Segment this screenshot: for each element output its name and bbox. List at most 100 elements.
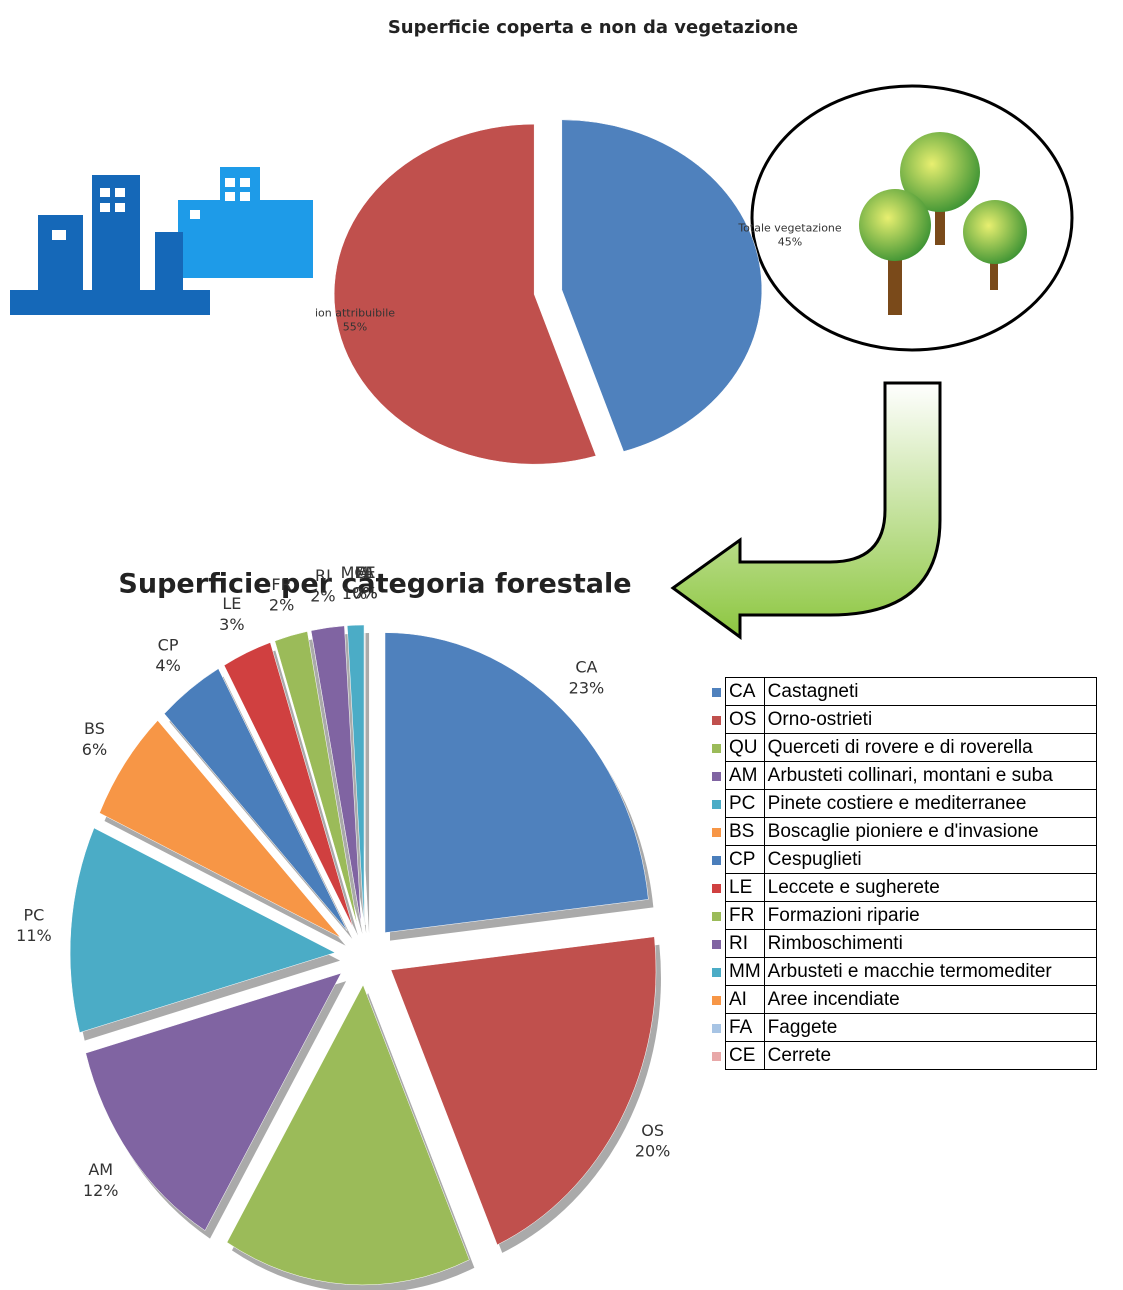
arrow	[673, 383, 940, 637]
legend-swatch	[712, 1024, 721, 1033]
legend-description: Formazioni riparie	[764, 902, 1096, 930]
legend-swatch-cell	[712, 1014, 726, 1042]
legend-swatch-cell	[712, 846, 726, 874]
slice-label: CE	[354, 563, 375, 582]
legend-code: CA	[726, 678, 765, 706]
slice-label: OS	[641, 1121, 664, 1140]
legend-swatch-cell	[712, 1042, 726, 1070]
legend-swatch-cell	[712, 902, 726, 930]
legend-description: Arbusteti collinari, montani e suba	[764, 762, 1096, 790]
legend-swatch	[712, 884, 721, 893]
legend-entry: RIRimboschimenti	[712, 930, 1096, 958]
legend-swatch	[712, 772, 721, 781]
legend-code: AM	[726, 762, 765, 790]
slice-label: Totale vegetazione	[737, 221, 842, 234]
pie-slice	[385, 633, 648, 933]
legend-code: OS	[726, 706, 765, 734]
slice-label: CA	[575, 658, 597, 677]
legend-swatch	[712, 828, 721, 837]
legend-description: Aree incendiate	[764, 986, 1096, 1014]
legend-description: Faggete	[764, 1014, 1096, 1042]
legend-code: QU	[726, 734, 765, 762]
slice-label: RI	[315, 566, 331, 585]
value-label: 55%	[343, 321, 367, 334]
value-label: 12%	[83, 1181, 119, 1200]
legend-code: CP	[726, 846, 765, 874]
legend-swatch-cell	[712, 986, 726, 1014]
legend-swatch	[712, 716, 721, 725]
legend-swatch-cell	[712, 734, 726, 762]
tree-icon	[752, 86, 1072, 350]
legend-entry: AIAree incendiate	[712, 986, 1096, 1014]
legend-swatch-cell	[712, 706, 726, 734]
legend-description: Castagneti	[764, 678, 1096, 706]
value-label: 0%	[352, 584, 377, 603]
value-label: 2%	[269, 596, 294, 615]
legend-swatch	[712, 856, 721, 865]
value-label: 4%	[155, 656, 180, 675]
buildings-icon	[10, 167, 313, 315]
value-label: 6%	[82, 740, 107, 759]
legend-swatch-cell	[712, 818, 726, 846]
legend-swatch	[712, 912, 721, 921]
legend-code: AI	[726, 986, 765, 1014]
slice-label: FR	[271, 575, 291, 594]
slice-label: ion attribuibile	[315, 306, 395, 319]
slice-label: LE	[222, 594, 241, 613]
legend-code: FA	[726, 1014, 765, 1042]
value-label: 20%	[635, 1142, 671, 1161]
chart-title: Superficie coperta e non da vegetazione	[388, 17, 798, 38]
legend-swatch	[712, 744, 721, 753]
legend-description: Cerrete	[764, 1042, 1096, 1070]
legend-description: Boscaglie pioniere e d'invasione	[764, 818, 1096, 846]
legend-code: PC	[726, 790, 765, 818]
legend-code: MM	[726, 958, 765, 986]
legend-swatch	[712, 688, 721, 697]
value-label: 45%	[778, 236, 802, 249]
legend-code: LE	[726, 874, 765, 902]
legend-swatch-cell	[712, 958, 726, 986]
legend-description: Querceti di rovere e di roverella	[764, 734, 1096, 762]
page: Superficie coperta e non da vegetazione …	[0, 0, 1123, 1290]
legend-swatch	[712, 940, 721, 949]
legend-swatch-cell	[712, 790, 726, 818]
slice-label: BS	[84, 719, 105, 738]
chart: Superficie coperta e non da vegetazione …	[0, 0, 1123, 1290]
legend-description: Orno-ostrieti	[764, 706, 1096, 734]
legend-description: Pinete costiere e mediterranee	[764, 790, 1096, 818]
legend-swatch	[712, 968, 721, 977]
legend-swatch-cell	[712, 874, 726, 902]
legend-code: CE	[726, 1042, 765, 1070]
legend-swatch-cell	[712, 678, 726, 706]
slice-label: PC	[24, 905, 45, 924]
legend-swatch	[712, 996, 721, 1005]
slice-label: AM	[88, 1160, 113, 1179]
legend-code: BS	[726, 818, 765, 846]
legend-swatch	[712, 800, 721, 809]
legend-swatch	[712, 1052, 721, 1061]
legend-swatch-cell	[712, 930, 726, 958]
legend-description: Cespuglieti	[764, 846, 1096, 874]
legend-description: Arbusteti e macchie termomediter	[764, 958, 1096, 986]
legend-description: Leccete e sugherete	[764, 874, 1096, 902]
legend-description: Rimboschimenti	[764, 930, 1096, 958]
value-label: 23%	[569, 678, 605, 697]
pie-slice	[334, 124, 596, 464]
legend-swatch-cell	[712, 762, 726, 790]
pie-slice	[562, 120, 762, 452]
value-label: 2%	[310, 587, 335, 606]
value-label: 3%	[219, 615, 244, 634]
legend-code: RI	[726, 930, 765, 958]
